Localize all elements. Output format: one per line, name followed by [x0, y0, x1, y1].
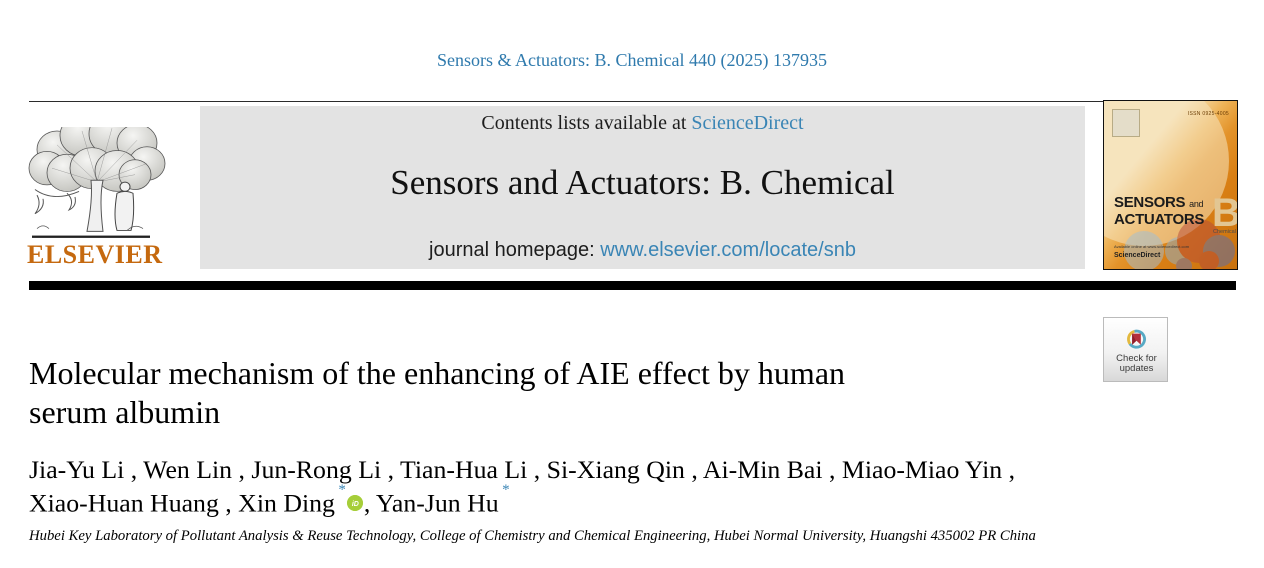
svg-text:iD: iD	[352, 501, 359, 508]
